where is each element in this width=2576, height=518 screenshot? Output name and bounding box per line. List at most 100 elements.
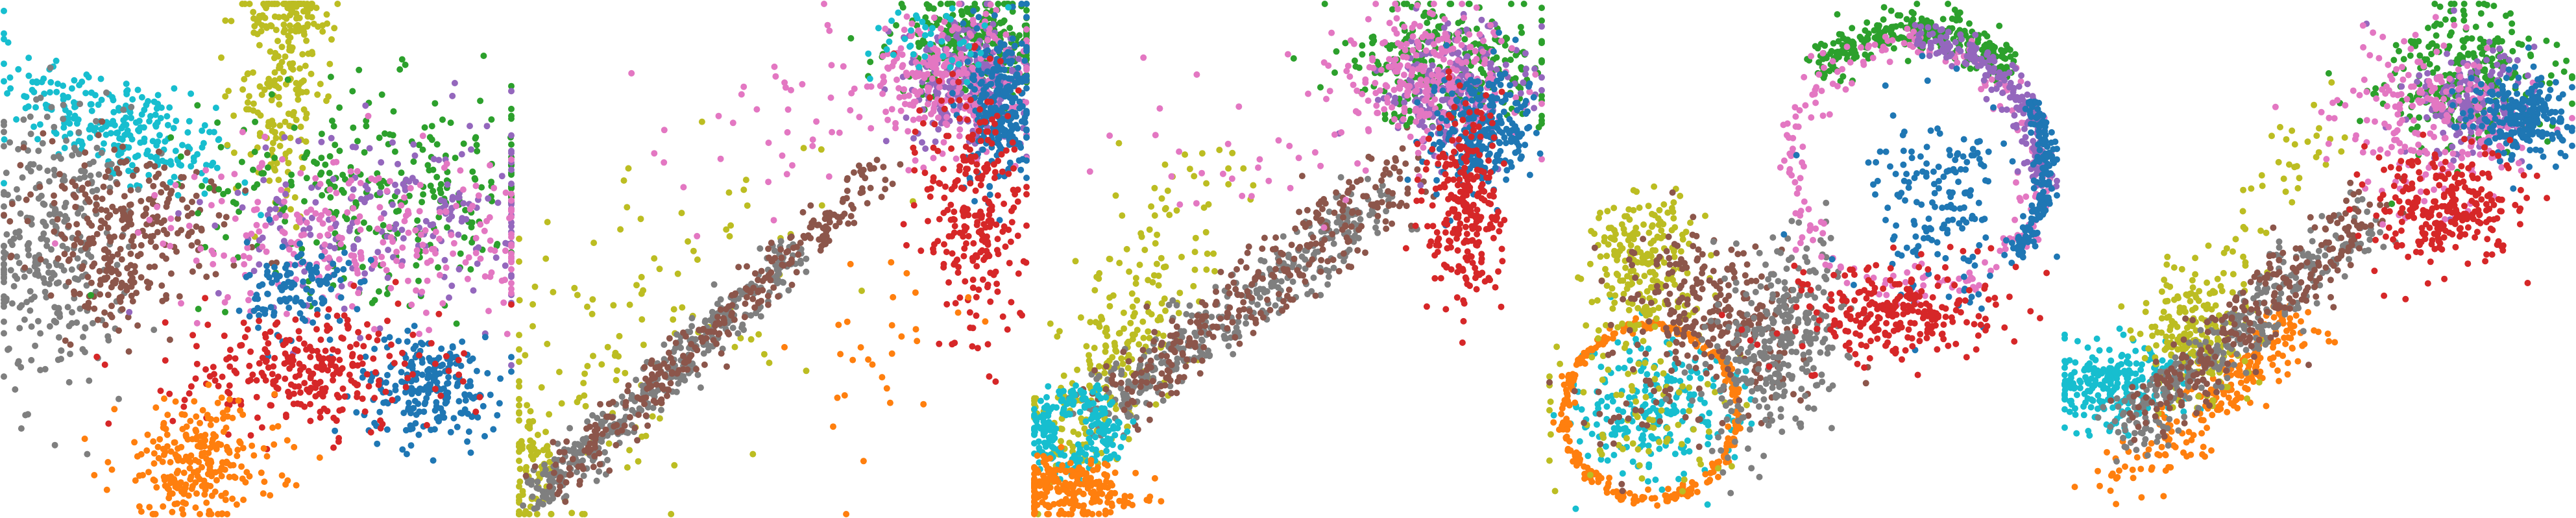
data-point — [964, 116, 971, 123]
data-point — [943, 301, 951, 308]
data-point — [774, 280, 781, 287]
data-point — [1001, 103, 1008, 110]
data-point — [433, 379, 441, 386]
data-point — [984, 128, 991, 135]
data-point — [356, 213, 363, 220]
data-point — [126, 213, 133, 220]
data-point — [398, 262, 405, 269]
data-point — [919, 18, 926, 25]
data-point — [254, 414, 261, 421]
data-point — [997, 73, 1004, 80]
data-point — [98, 206, 105, 213]
data-point — [941, 241, 947, 248]
data-point — [66, 110, 73, 117]
data-point — [206, 508, 213, 515]
data-point — [993, 6, 1000, 14]
data-point — [167, 190, 174, 197]
data-point — [496, 400, 503, 407]
data-point — [264, 151, 271, 158]
data-point — [500, 299, 507, 306]
data-point — [1023, 191, 1030, 198]
data-point — [974, 345, 981, 352]
data-point — [533, 504, 541, 512]
data-point — [827, 94, 834, 101]
data-point — [291, 390, 297, 397]
data-point — [897, 45, 905, 52]
series-9 — [93, 278, 515, 452]
data-point — [967, 324, 974, 331]
data-point — [108, 302, 115, 310]
data-point — [857, 168, 864, 175]
data-point — [285, 160, 292, 167]
data-point — [896, 94, 903, 101]
data-point — [175, 215, 182, 222]
data-point — [156, 436, 164, 443]
data-point — [284, 76, 291, 83]
data-point — [311, 158, 317, 166]
data-point — [408, 301, 415, 308]
data-point — [910, 144, 917, 151]
data-point — [417, 182, 424, 189]
data-point — [273, 273, 280, 280]
data-point — [910, 135, 917, 142]
data-point — [1, 129, 7, 136]
data-point — [911, 88, 918, 95]
data-point — [193, 257, 200, 264]
data-point — [516, 297, 523, 304]
data-point — [250, 267, 258, 275]
data-point — [237, 439, 244, 447]
data-point — [302, 62, 309, 69]
data-point — [987, 1, 994, 8]
data-point — [180, 499, 187, 506]
data-point — [330, 159, 337, 166]
data-point — [323, 11, 330, 18]
data-point — [1000, 126, 1007, 133]
data-point — [295, 96, 302, 103]
data-point — [847, 213, 855, 219]
data-point — [357, 180, 364, 186]
data-point — [786, 260, 793, 267]
data-point — [1, 318, 7, 325]
data-point — [114, 180, 121, 188]
data-point — [768, 258, 775, 265]
data-point — [651, 150, 658, 157]
data-point — [779, 152, 786, 159]
data-point — [417, 231, 424, 238]
data-point — [143, 278, 151, 286]
data-point — [166, 104, 173, 111]
data-point — [992, 378, 999, 385]
data-point — [999, 228, 1006, 235]
data-point — [450, 240, 457, 247]
data-point — [365, 383, 372, 390]
data-point — [738, 91, 745, 98]
data-point — [218, 394, 225, 401]
data-point — [393, 221, 400, 228]
data-point — [48, 104, 55, 111]
data-point — [86, 126, 93, 133]
data-point — [1023, 108, 1030, 115]
data-point — [306, 262, 313, 269]
data-point — [451, 80, 458, 86]
data-point — [53, 57, 60, 64]
data-point — [167, 448, 175, 455]
data-point — [970, 112, 977, 119]
data-point — [167, 158, 174, 165]
data-point — [477, 255, 484, 262]
data-point — [725, 189, 733, 196]
data-point — [313, 380, 320, 388]
data-point — [962, 170, 969, 177]
data-point — [89, 188, 96, 195]
data-point — [461, 234, 468, 241]
data-point — [65, 257, 72, 264]
series-6 — [628, 1, 1030, 240]
data-point — [944, 1, 951, 7]
data-point — [275, 333, 282, 340]
data-point — [400, 235, 407, 242]
data-point — [149, 511, 156, 517]
data-point — [678, 210, 685, 217]
data-point — [929, 75, 936, 82]
data-point — [263, 248, 270, 255]
data-point — [1023, 259, 1030, 266]
data-point — [387, 285, 395, 291]
data-point — [341, 393, 348, 400]
